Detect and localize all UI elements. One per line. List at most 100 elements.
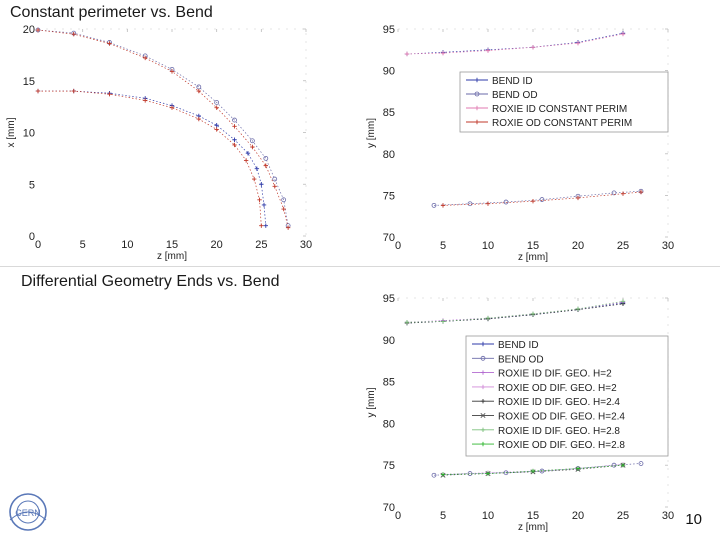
legend-box bbox=[465, 335, 669, 457]
legend-entry: ROXIE ID DIF. GEO. H=2.4 bbox=[498, 397, 620, 408]
data-point bbox=[404, 51, 410, 57]
y-tick-label: 70 bbox=[383, 502, 395, 514]
legend-swatch-marker bbox=[480, 355, 486, 361]
data-point bbox=[530, 311, 536, 317]
series-line bbox=[442, 191, 642, 206]
cern-logo: CERN bbox=[9, 493, 47, 531]
data-point bbox=[214, 123, 219, 128]
data-point bbox=[530, 199, 536, 204]
y-tick-label: 85 bbox=[383, 107, 395, 119]
x-tick-label: 0 bbox=[395, 240, 401, 252]
series-3 bbox=[404, 31, 626, 57]
page-number: 10 bbox=[685, 511, 702, 528]
data-point bbox=[196, 88, 201, 94]
data-point bbox=[440, 472, 446, 477]
top-chart-title: Constant perimeter vs. Bend bbox=[10, 4, 213, 21]
x-tick-label: 10 bbox=[482, 240, 494, 252]
legend-swatch-marker bbox=[480, 427, 486, 432]
y-axis-label: y [mm] bbox=[366, 118, 377, 148]
data-point bbox=[503, 199, 509, 205]
data-point bbox=[611, 190, 617, 196]
series-3 bbox=[404, 299, 626, 325]
legend-entry: BEND ID bbox=[498, 340, 539, 351]
data-point bbox=[71, 88, 76, 94]
data-point bbox=[245, 151, 251, 156]
series-line bbox=[433, 463, 642, 476]
x-axis-label: z [mm] bbox=[157, 251, 187, 262]
data-point bbox=[440, 319, 446, 324]
data-point bbox=[243, 158, 249, 163]
series-2 bbox=[35, 27, 291, 229]
data-point bbox=[232, 124, 237, 129]
x-tick-label: 20 bbox=[572, 240, 584, 252]
x-tick-label: 5 bbox=[80, 239, 86, 251]
y-tick-label: 90 bbox=[383, 66, 395, 78]
legend-swatch-marker bbox=[480, 341, 486, 347]
x-tick-label: 5 bbox=[440, 240, 446, 252]
data-point bbox=[431, 202, 437, 208]
series-line bbox=[406, 300, 624, 323]
data-point bbox=[35, 88, 41, 94]
series-1 bbox=[35, 88, 268, 228]
section-divider bbox=[0, 266, 720, 267]
series-5 bbox=[404, 301, 626, 326]
series-4 bbox=[35, 27, 291, 230]
series-line bbox=[38, 90, 262, 226]
series-2 bbox=[431, 188, 644, 208]
y-tick-label: 90 bbox=[383, 335, 395, 347]
data-point bbox=[620, 31, 626, 37]
legend-entry: ROXIE OD DIF. GEO. H=2 bbox=[498, 383, 617, 394]
data-point bbox=[638, 189, 644, 195]
x-tick-label: 30 bbox=[662, 240, 674, 252]
legend-swatch-marker bbox=[480, 412, 486, 419]
data-point bbox=[257, 197, 262, 202]
series-1 bbox=[404, 300, 626, 326]
legend-entry: BEND OD bbox=[498, 354, 544, 365]
y-tick-label: 80 bbox=[383, 418, 395, 430]
series-line bbox=[406, 32, 624, 55]
cern-logo-text: CERN bbox=[15, 508, 41, 518]
y-tick-label: 75 bbox=[383, 460, 395, 472]
x-axis-label: z [mm] bbox=[518, 252, 548, 263]
chart-c2: 0 5 10 15 20 25 30 70 75 80 85 90 95 z [mm] y [mm] BEND… bbox=[366, 24, 674, 263]
legend-swatch-marker bbox=[480, 441, 486, 447]
y-axis-label: x [mm] bbox=[6, 117, 17, 147]
data-point bbox=[232, 142, 237, 148]
data-point bbox=[638, 461, 644, 466]
data-point bbox=[71, 31, 76, 37]
data-point bbox=[107, 41, 112, 46]
data-point bbox=[272, 176, 278, 182]
data-point bbox=[143, 55, 148, 61]
series-line bbox=[38, 90, 267, 226]
series-line bbox=[406, 301, 624, 323]
data-point bbox=[261, 202, 267, 208]
data-point bbox=[281, 206, 286, 212]
y-tick-label: 95 bbox=[383, 24, 395, 36]
data-point bbox=[250, 144, 255, 150]
data-point bbox=[259, 182, 264, 187]
y-tick-label: 20 bbox=[23, 24, 35, 36]
x-tick-label: 30 bbox=[300, 239, 312, 251]
x-tick-label: 15 bbox=[527, 240, 539, 252]
data-point bbox=[249, 138, 255, 144]
y-tick-label: 85 bbox=[383, 377, 395, 389]
data-point bbox=[575, 466, 581, 471]
y-tick-label: 80 bbox=[383, 149, 395, 161]
legend-swatch-marker bbox=[480, 384, 486, 390]
data-point bbox=[539, 468, 545, 474]
chart-c1: 0 5 10 15 20 25 30 0 5 10 15 20 z [mm] x [mm] bbox=[6, 24, 312, 262]
data-point bbox=[263, 163, 268, 168]
y-axis-label: y [mm] bbox=[366, 387, 377, 417]
x-axis-label: z [mm] bbox=[518, 522, 548, 533]
data-point bbox=[620, 299, 626, 304]
legend-entry: ROXIE OD DIF. GEO. H=2.4 bbox=[498, 412, 625, 423]
legend-entry: BEND OD bbox=[492, 90, 538, 101]
x-tick-label: 0 bbox=[395, 510, 401, 522]
x-tick-label: 10 bbox=[482, 510, 494, 522]
bottom-chart-title: Differential Geometry Ends vs. Bend bbox=[21, 273, 280, 290]
x-tick-label: 20 bbox=[211, 239, 223, 251]
legend: BEND ID BEND OD ROXIE ID DIF. GEO. H=2 ROXI… bbox=[465, 335, 669, 457]
data-point bbox=[620, 191, 626, 196]
x-tick-label: 15 bbox=[527, 510, 539, 522]
